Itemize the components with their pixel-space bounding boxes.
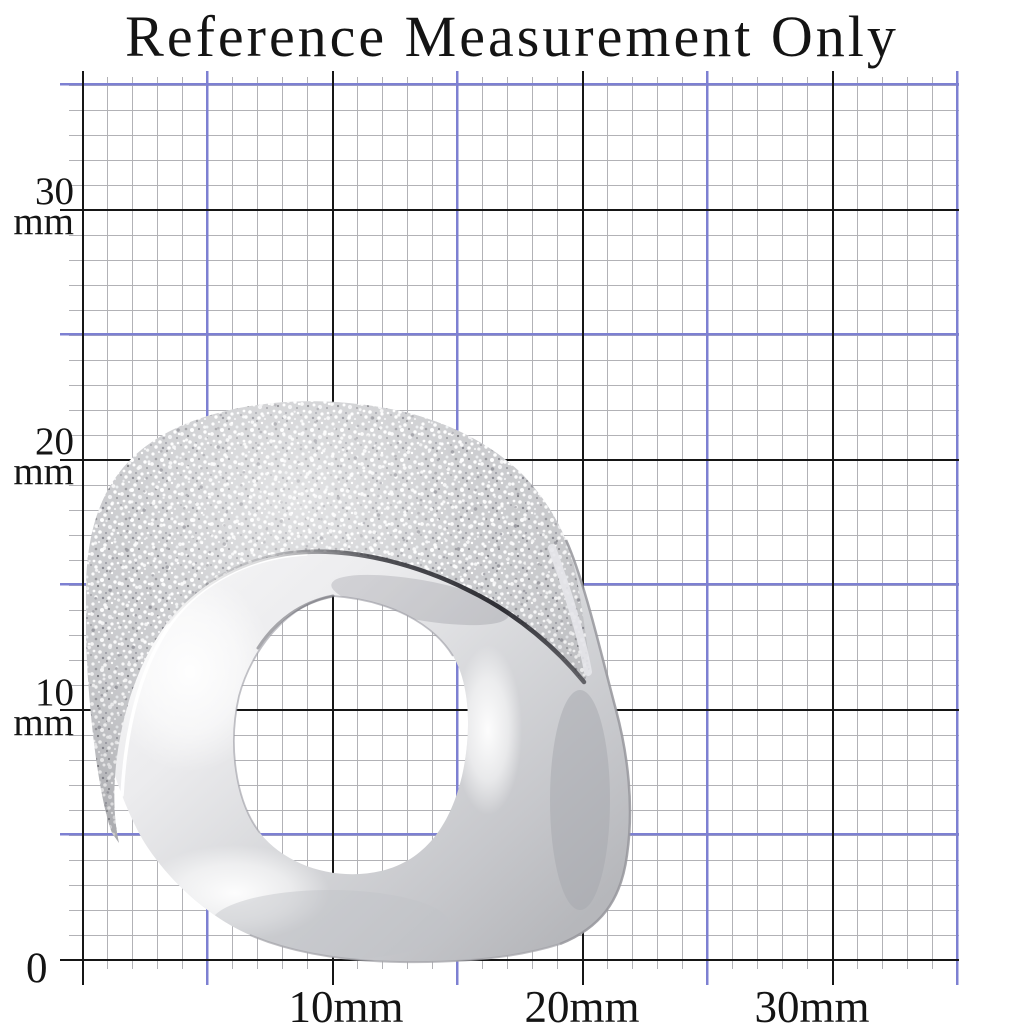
grid-ticks-bottom-major [82,961,960,985]
x-axis-label-10mm: 10mm [288,982,404,1024]
x-axis-label-20mm: 20mm [524,982,640,1024]
y-axis-label-20mm: 20 mm [0,422,74,493]
x-axis-label-30mm: 30mm [754,982,870,1024]
y-axis-label-10mm: 10 mm [0,673,74,744]
y-axis-label-30mm: 30 mm [0,172,74,243]
grid-ticks-top-major [82,71,960,83]
origin-label: 0 [26,945,48,992]
y-axis-value: 30 [35,170,74,213]
y-axis-unit: mm [13,200,74,243]
grid-ticks-left-major [60,83,82,961]
y-axis-unit: mm [13,701,74,744]
y-axis-unit: mm [13,450,74,493]
y-axis-value: 10 [35,671,74,714]
measurement-grid [82,83,959,961]
page-title: Reference Measurement Only [125,4,899,69]
y-axis-value: 20 [35,420,74,463]
